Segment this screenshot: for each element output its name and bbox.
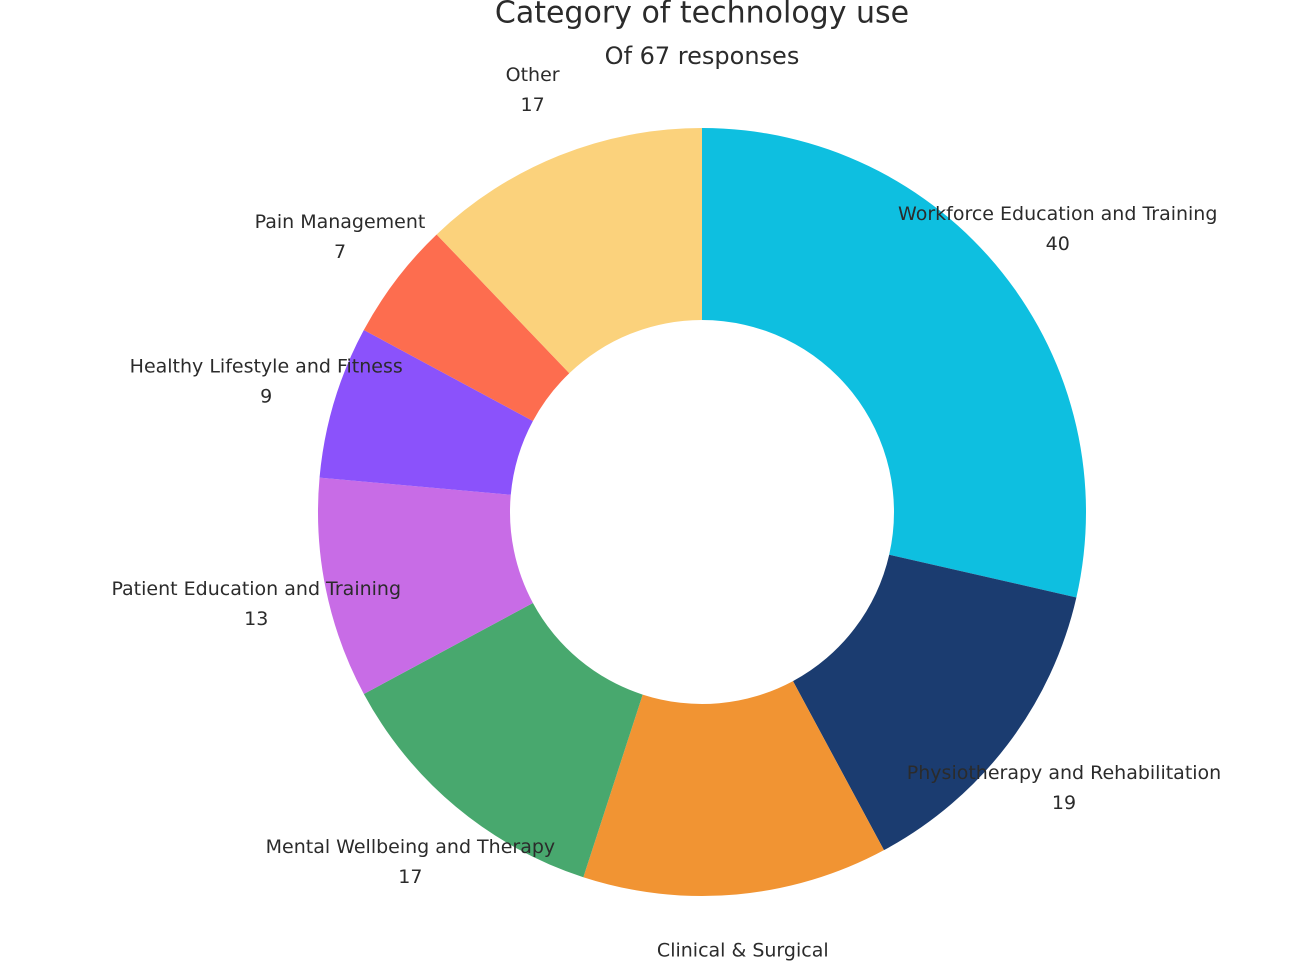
slice-value: 17 [521,94,545,116]
slice-value: 40 [1046,233,1070,255]
slice-value: 17 [398,866,422,888]
donut-slice [363,602,643,878]
donut-slice [319,330,533,495]
slice-label: Mental Wellbeing and Therapy [266,836,556,858]
slice-value: 9 [260,386,272,408]
slice-label: Clinical & Surgical [657,940,829,962]
slice-label: Healthy Lifestyle and Fitness [130,356,403,378]
donut-slice [702,128,1086,598]
donut-slice [363,234,570,422]
slice-value: 7 [334,241,346,263]
slice-label: Physiotherapy and Rehabilitation [907,762,1221,784]
chart-subtitle: Of 67 responses [605,42,800,70]
slice-value: 13 [244,608,268,630]
chart-title: Category of technology use [495,0,909,31]
donut-slice [436,128,702,374]
donut-slice [583,681,884,896]
slice-label: Other [506,64,560,86]
donut-slice [792,554,1077,851]
slice-value: 19 [1052,792,1076,814]
slice-label: Workforce Education and Training [898,203,1217,225]
donut-slice [317,477,533,694]
slice-label: Pain Management [255,211,426,233]
slice-label: Patient Education and Training [111,578,401,600]
